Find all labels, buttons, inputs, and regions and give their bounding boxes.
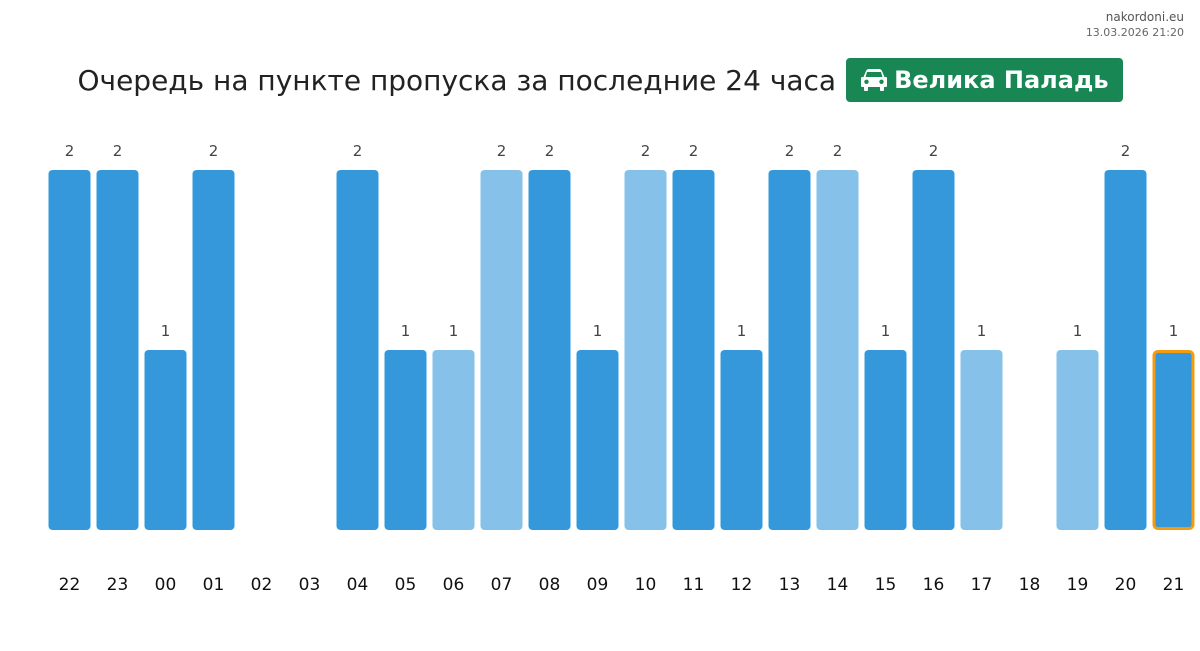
x-tick-01: 01 <box>203 575 225 595</box>
value-label-10: 2 <box>641 142 651 160</box>
x-tick-00: 00 <box>155 575 177 595</box>
page-title: Очередь на пункте пропуска за последние … <box>77 63 837 97</box>
x-tick-10: 10 <box>635 575 657 595</box>
x-tick-17: 17 <box>971 575 993 595</box>
checkpoint-badge: Велика Паладь <box>846 58 1123 102</box>
x-tick-08: 08 <box>539 575 561 595</box>
bar-20[interactable] <box>1104 170 1147 530</box>
value-label-01: 2 <box>209 142 219 160</box>
value-label-00: 1 <box>161 322 171 340</box>
x-tick-15: 15 <box>875 575 897 595</box>
x-tick-19: 19 <box>1067 575 1089 595</box>
bar-09[interactable] <box>576 350 619 530</box>
bar-08[interactable] <box>528 170 571 530</box>
value-label-15: 1 <box>881 322 891 340</box>
x-tick-09: 09 <box>587 575 609 595</box>
value-label-09: 1 <box>593 322 603 340</box>
bar-15[interactable] <box>864 350 907 530</box>
value-label-04: 2 <box>353 142 363 160</box>
value-label-19: 1 <box>1073 322 1083 340</box>
x-tick-20: 20 <box>1115 575 1137 595</box>
x-tick-21: 21 <box>1163 575 1185 595</box>
bar-16[interactable] <box>912 170 955 530</box>
x-tick-22: 22 <box>59 575 81 595</box>
bar-05[interactable] <box>384 350 427 530</box>
x-tick-13: 13 <box>779 575 801 595</box>
bar-06[interactable] <box>432 350 475 530</box>
title-row: Очередь на пункте пропуска за последние … <box>0 58 1200 102</box>
x-tick-07: 07 <box>491 575 513 595</box>
checkpoint-name[interactable]: Велика Паладь <box>894 66 1109 94</box>
bar-11[interactable] <box>672 170 715 530</box>
value-label-14: 2 <box>833 142 843 160</box>
value-label-21: 1 <box>1169 322 1179 340</box>
bar-21[interactable] <box>1152 350 1195 530</box>
value-label-20: 2 <box>1121 142 1131 160</box>
value-label-06: 1 <box>449 322 459 340</box>
timestamp: 13.03.2026 21:20 <box>1085 26 1184 39</box>
x-tick-23: 23 <box>107 575 129 595</box>
value-label-22: 2 <box>65 142 75 160</box>
x-tick-04: 04 <box>347 575 369 595</box>
x-tick-02: 02 <box>251 575 273 595</box>
value-label-05: 1 <box>401 322 411 340</box>
bar-12[interactable] <box>720 350 763 530</box>
value-label-07: 2 <box>497 142 507 160</box>
bar-23[interactable] <box>96 170 139 530</box>
x-tick-11: 11 <box>683 575 705 595</box>
x-tick-03: 03 <box>299 575 321 595</box>
value-label-17: 1 <box>977 322 987 340</box>
bar-22[interactable] <box>48 170 91 530</box>
x-tick-14: 14 <box>827 575 849 595</box>
bar-10[interactable] <box>624 170 667 530</box>
value-label-16: 2 <box>929 142 939 160</box>
bar-14[interactable] <box>816 170 859 530</box>
bar-00[interactable] <box>144 350 187 530</box>
bar-19[interactable] <box>1056 350 1099 530</box>
x-tick-05: 05 <box>395 575 417 595</box>
value-label-23: 2 <box>113 142 123 160</box>
value-label-11: 2 <box>689 142 699 160</box>
x-tick-16: 16 <box>923 575 945 595</box>
bar-07[interactable] <box>480 170 523 530</box>
value-label-13: 2 <box>785 142 795 160</box>
x-tick-12: 12 <box>731 575 753 595</box>
value-label-08: 2 <box>545 142 555 160</box>
site-name[interactable]: nakordoni.eu <box>1105 10 1184 24</box>
car-icon <box>860 68 888 92</box>
bar-01[interactable] <box>192 170 235 530</box>
x-tick-06: 06 <box>443 575 465 595</box>
x-tick-18: 18 <box>1019 575 1041 595</box>
bar-13[interactable] <box>768 170 811 530</box>
bar-17[interactable] <box>960 350 1003 530</box>
bar-04[interactable] <box>336 170 379 530</box>
value-label-12: 1 <box>737 322 747 340</box>
